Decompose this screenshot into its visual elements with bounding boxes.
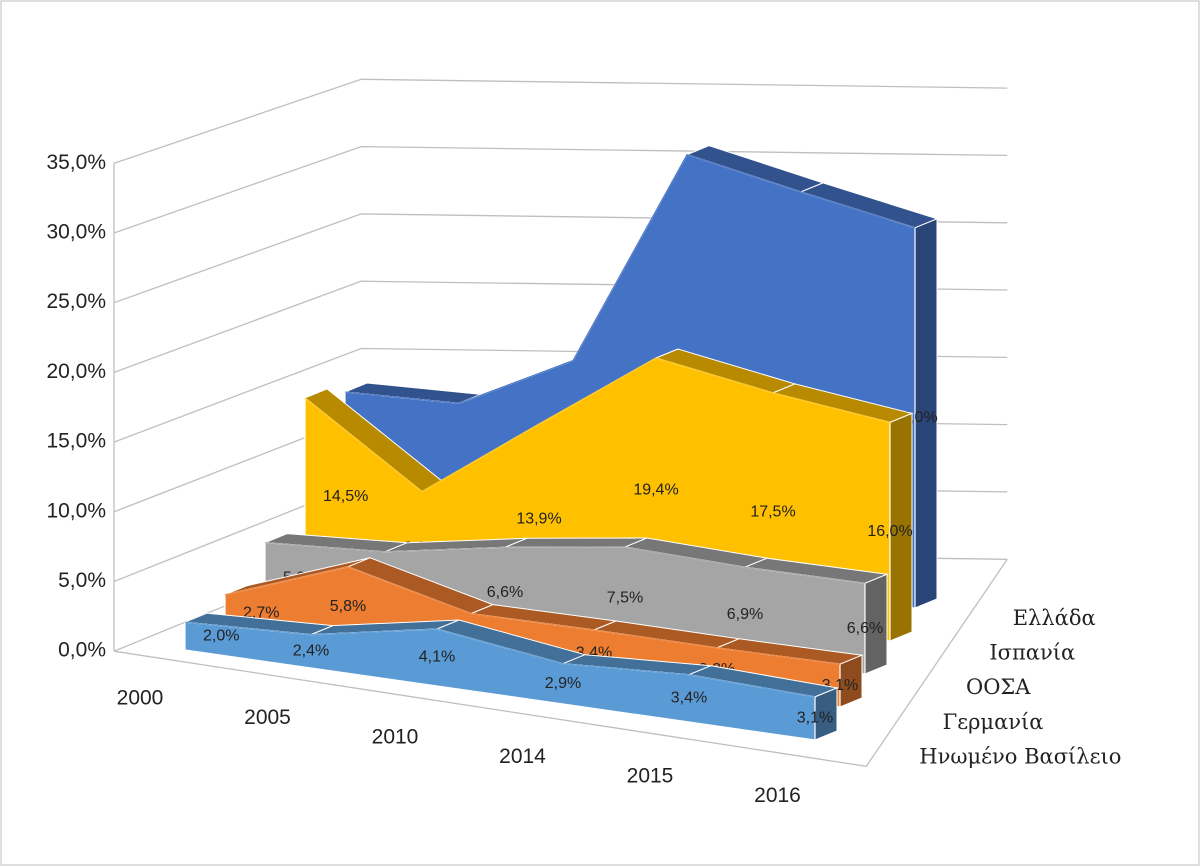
series-label: Γερμανία bbox=[943, 710, 1044, 734]
y-tick-label: 5,0% bbox=[58, 569, 106, 592]
y-tick-label: 20,0% bbox=[46, 360, 106, 383]
data-label: 3,4% bbox=[671, 690, 707, 707]
data-label: 6,9% bbox=[727, 606, 763, 623]
y-tick-label: 30,0% bbox=[46, 221, 106, 244]
series-label: ΟΟΣΑ bbox=[966, 675, 1031, 699]
x-tick-label: 2005 bbox=[244, 706, 291, 729]
series-line bbox=[344, 153, 916, 404]
data-label: 2,9% bbox=[545, 675, 581, 692]
series-label: Ηνωμένο Βασίλειο bbox=[919, 744, 1121, 768]
x-tick-label: 2015 bbox=[627, 765, 674, 788]
data-label: 3,1% bbox=[797, 710, 833, 727]
x-tick-label: 2016 bbox=[754, 784, 801, 807]
y-tick-label: 35,0% bbox=[46, 151, 106, 174]
x-tick-label: 2000 bbox=[117, 687, 164, 710]
floor-edge bbox=[113, 558, 1008, 768]
data-label: 13,9% bbox=[516, 510, 561, 527]
series-line bbox=[304, 357, 891, 493]
series-line bbox=[184, 621, 816, 698]
data-label: 16,0% bbox=[867, 523, 912, 540]
data-label: 5,8% bbox=[330, 598, 366, 615]
data-label: 2,0% bbox=[203, 627, 239, 644]
grid-line bbox=[113, 145, 1008, 234]
series-line bbox=[224, 566, 841, 665]
y-tick-label: 10,0% bbox=[46, 499, 106, 522]
series-line bbox=[264, 542, 866, 584]
data-label: 17,5% bbox=[750, 504, 795, 521]
x-tick-label: 2010 bbox=[372, 726, 419, 749]
data-label: 19,4% bbox=[633, 482, 678, 499]
data-label: 6,6% bbox=[487, 584, 523, 601]
data-label: 4,1% bbox=[419, 649, 455, 666]
data-label: 14,5% bbox=[323, 488, 368, 505]
y-tick-label: 15,0% bbox=[46, 430, 106, 453]
ribbon-top bbox=[504, 537, 648, 548]
y-tick-label: 0,0% bbox=[58, 639, 106, 662]
series-label: Ελλάδα bbox=[1013, 606, 1096, 630]
data-label: 6,6% bbox=[847, 620, 883, 637]
data-label: 2,4% bbox=[293, 643, 329, 660]
series-label: Ισπανία bbox=[989, 640, 1075, 664]
x-tick-label: 2014 bbox=[499, 745, 546, 768]
y-tick-label: 25,0% bbox=[46, 290, 106, 313]
data-label: 7,5% bbox=[607, 590, 643, 607]
grid-line bbox=[113, 78, 1008, 164]
